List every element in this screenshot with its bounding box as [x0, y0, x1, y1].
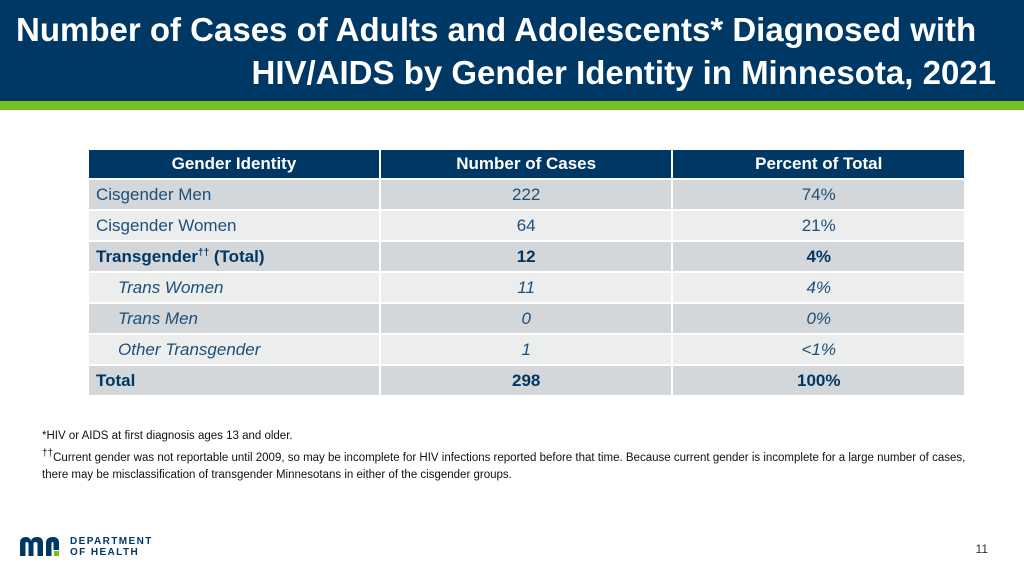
table-total-row: Total 298 100% — [89, 366, 964, 395]
row-label-footnote-mark: †† — [198, 246, 210, 258]
row-percent: 74% — [673, 180, 964, 209]
row-label: Trans Women — [89, 273, 381, 302]
page-title-line-1: Number of Cases of Adults and Adolescent… — [16, 11, 977, 48]
row-percent: 21% — [673, 211, 964, 240]
logo-line-2: OF HEALTH — [70, 547, 140, 558]
table-row: Other Transgender 1 <1% — [89, 335, 964, 364]
footnotes: *HIV or AIDS at first diagnosis ages 13 … — [42, 428, 987, 484]
row-percent: 0% — [673, 304, 964, 333]
row-label: Other Transgender — [89, 335, 381, 364]
green-accent-bar — [0, 101, 1024, 110]
row-cases: 1 — [380, 335, 674, 364]
row-label-text: Transgender — [96, 246, 199, 266]
mn-logo-icon — [20, 537, 59, 556]
row-cases: 222 — [380, 180, 674, 209]
row-percent: 4% — [673, 273, 964, 302]
table-row: Cisgender Men 222 74% — [89, 180, 964, 209]
logo-line-1: DEPARTMENT — [70, 536, 153, 547]
table-row: Trans Women 11 4% — [89, 273, 964, 302]
row-label: Trans Men — [89, 304, 381, 333]
row-percent: 4% — [673, 242, 964, 271]
page-title: Number of Cases of Adults and Adolescent… — [16, 8, 996, 94]
table-row: Transgender†† (Total) 12 4% — [89, 242, 964, 271]
mdh-logo: DEPARTMENT OF HEALTH — [19, 535, 159, 559]
table-row: Trans Men 0 0% — [89, 304, 964, 333]
row-label: Transgender†† (Total) — [89, 242, 381, 271]
row-label: Cisgender Women — [89, 211, 381, 240]
row-percent: <1% — [673, 335, 964, 364]
footnote-2-text: Current gender was not reportable until … — [42, 451, 966, 481]
header-number-of-cases: Number of Cases — [380, 150, 674, 178]
row-label: Cisgender Men — [89, 180, 381, 209]
logo-wordmark: DEPARTMENT OF HEALTH — [70, 536, 153, 558]
footnote-1: *HIV or AIDS at first diagnosis ages 13 … — [42, 430, 293, 442]
row-cases: 12 — [380, 242, 674, 271]
title-banner: Number of Cases of Adults and Adolescent… — [0, 0, 1024, 101]
header-gender-identity: Gender Identity — [89, 150, 381, 178]
row-label-suffix: (Total) — [209, 246, 265, 266]
row-label: Total — [89, 366, 381, 395]
header-percent-of-total: Percent of Total — [673, 150, 964, 178]
row-percent: 100% — [673, 366, 964, 395]
footnote-2-mark: †† — [42, 448, 54, 459]
row-cases: 298 — [380, 366, 674, 395]
page-title-line-2: HIV/AIDS by Gender Identity in Minnesota… — [251, 54, 997, 91]
row-cases: 11 — [380, 273, 674, 302]
table-header-row: Gender Identity Number of Cases Percent … — [89, 150, 964, 178]
row-cases: 0 — [380, 304, 674, 333]
row-cases: 64 — [380, 211, 674, 240]
cases-table: Gender Identity Number of Cases Percent … — [89, 148, 964, 397]
footnote-2: ††Current gender was not reportable unti… — [42, 445, 987, 484]
table-row: Cisgender Women 64 21% — [89, 211, 964, 240]
page-number: 11 — [975, 542, 988, 556]
